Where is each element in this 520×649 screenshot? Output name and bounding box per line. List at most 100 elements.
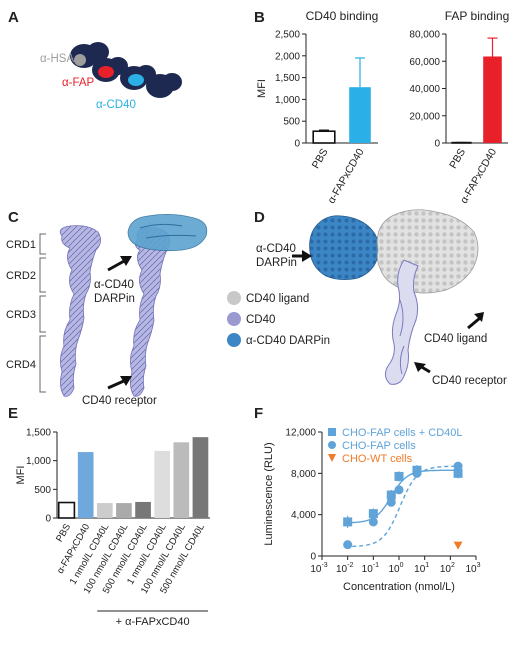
x-axis-label: Concentration (nmol/L) — [343, 581, 455, 593]
point-square — [453, 468, 463, 478]
point-circle — [412, 468, 422, 478]
arrow-to-receptor-d — [414, 362, 431, 374]
y-tick-label: 0 — [310, 552, 316, 563]
point-circle — [368, 517, 378, 527]
fit-curve-plus-cd40l — [345, 469, 463, 524]
legend-label: CHO-WT cells — [342, 453, 413, 465]
y-tick-label: 80,000 — [409, 30, 440, 41]
ligand-label-d: CD40 ligand — [424, 333, 487, 345]
legend-marker — [328, 441, 336, 449]
receptor-label-d: CD40 receptor — [432, 375, 507, 387]
chart-title: CD40 binding — [306, 9, 379, 23]
point-circle — [386, 497, 396, 507]
receptor-structure-d — [384, 259, 419, 385]
bar — [116, 503, 132, 518]
legend-marker — [328, 454, 336, 462]
bar — [483, 56, 502, 144]
y-tick-label: 1,500 — [275, 73, 300, 84]
y-tick-label: 4,000 — [291, 510, 316, 521]
y-tick-label: 0 — [294, 139, 300, 150]
y-tick-label: 1,000 — [275, 95, 300, 106]
bar — [312, 130, 336, 144]
y-tick-label: 1,500 — [26, 428, 51, 439]
panel-label-b: B — [254, 9, 265, 26]
darpin-label-c: α-CD40 DARPin — [94, 279, 137, 305]
panel-d-structure: α-CD40 DARPin CD40 ligand CD40 receptor — [256, 209, 507, 387]
y-axis-label: Luminescence (RLU) — [263, 442, 275, 545]
bar — [135, 501, 151, 518]
fap-label: α-FAP — [62, 77, 95, 89]
bar — [77, 452, 94, 518]
x-tick-label: 10-3 — [310, 562, 327, 575]
point-circle — [343, 540, 353, 550]
panel-label-f: F — [254, 405, 263, 422]
x-tick-label: 10-2 — [336, 562, 353, 575]
crd1-label: CRD1 — [6, 239, 36, 251]
point-square — [394, 471, 404, 481]
point-circle — [394, 485, 404, 495]
molecule-domain-1 — [70, 42, 109, 68]
x-tick-label: 101 — [414, 562, 429, 575]
crd3-label: CRD3 — [6, 309, 36, 321]
bar — [192, 437, 209, 518]
point-square — [368, 509, 378, 519]
x-tick-label: 10-1 — [362, 562, 379, 575]
y-tick-label: 1,000 — [26, 456, 51, 467]
legend-swatch — [227, 312, 241, 326]
legend-label: CD40 — [246, 314, 275, 326]
crd2-label: CRD2 — [6, 270, 36, 282]
panel-c-structure: CRD1 CRD2 CRD3 CRD4 α-CD40 DARPin CD40 r… — [6, 214, 208, 407]
arrow-to-ligand-d — [467, 312, 484, 330]
y-tick-label: 20,000 — [409, 111, 440, 122]
chart-cd40-binding: 0 500 1,000 1,500 2,000 2,500 CD40 binding MFI P… — [256, 9, 378, 206]
panel-label-a: A — [8, 9, 19, 26]
point-square — [386, 490, 396, 500]
point-triangle — [453, 541, 463, 550]
bar — [96, 503, 113, 518]
darpin-structure-d — [309, 215, 380, 280]
y-tick-label: 0 — [45, 514, 51, 525]
legend-swatch — [227, 333, 241, 347]
x-tick-label: 102 — [440, 562, 455, 575]
arrow-to-receptor — [107, 376, 132, 390]
structure-legend: CD40 ligand CD40 α-CD40 DARPin — [227, 291, 330, 347]
y-tick-label: 2,500 — [275, 30, 300, 41]
y-tick-label: 40,000 — [409, 84, 440, 95]
point-circle — [453, 461, 463, 471]
y-tick-label: 60,000 — [409, 57, 440, 68]
cd40-receptor-structure-right — [130, 227, 170, 397]
ligand-structure-d — [376, 209, 479, 294]
y-tick-label: 8,000 — [291, 469, 316, 480]
legend-label: CD40 ligand — [246, 293, 309, 305]
arrow-to-darpin — [107, 256, 132, 272]
panel-label-d: D — [254, 209, 265, 226]
bar — [349, 87, 371, 143]
panel-label-c: C — [8, 209, 19, 226]
bar — [173, 442, 190, 518]
x-tick-label: 100 — [388, 562, 403, 575]
chart-f-luminescence: 0 4,000 8,000 12,000 10-3 10-2 10-1 100 101 102 10… — [263, 427, 481, 593]
cd40-receptor-structure-left — [59, 225, 101, 397]
bar — [57, 501, 76, 519]
chart-title: FAP binding — [445, 9, 510, 23]
panel-a-molecule: α-HSA α-FAP α-CD40 — [40, 42, 182, 111]
molecule-domain-2 — [92, 57, 128, 82]
y-axis-label: MFI — [256, 79, 268, 98]
y-axis-label: MFI — [15, 466, 27, 485]
hsa-label: α-HSA — [40, 53, 74, 65]
y-tick-label: 2,000 — [275, 51, 300, 62]
point-square — [343, 517, 353, 527]
bar — [154, 450, 171, 518]
crd-bracket-labels: CRD1 CRD2 CRD3 CRD4 — [6, 233, 46, 393]
x-tick-label: 103 — [465, 562, 480, 575]
category-label: PBS — [310, 147, 331, 171]
bracket-label: + α-FAPxCD40 — [116, 616, 190, 628]
y-tick-label: 12,000 — [285, 428, 316, 439]
y-tick-label: 0 — [434, 139, 440, 150]
y-tick-label: 500 — [34, 485, 51, 496]
legend-swatch — [227, 291, 241, 305]
category-label: α-FAPxCD40 — [325, 146, 366, 205]
legend-label: CHO-FAP cells — [342, 440, 416, 452]
